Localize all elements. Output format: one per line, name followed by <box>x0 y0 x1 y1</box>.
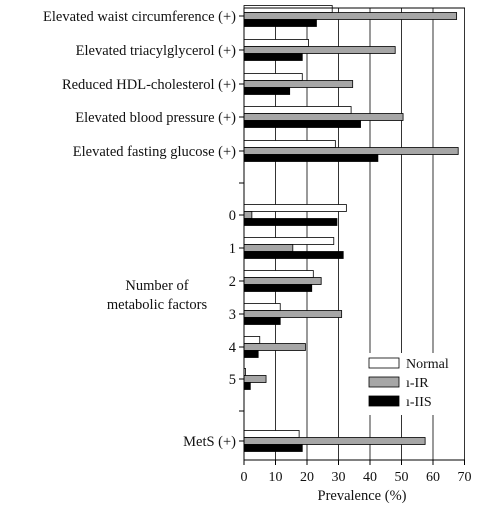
bar-11-ir <box>243 437 426 445</box>
category-label: Elevated blood pressure (+) <box>75 110 236 126</box>
category-label: 3 <box>229 307 236 323</box>
legend-swatch <box>368 395 400 407</box>
legend-label: ı-IR <box>406 376 429 391</box>
category-label: 0 <box>229 208 236 224</box>
category-label: Reduced HDL-cholesterol (+) <box>62 77 236 93</box>
bar-4-ir <box>243 147 459 155</box>
category-labels: Elevated waist circumference (+) Elevated… <box>43 9 244 450</box>
category-label: Elevated waist circumference (+) <box>43 9 236 25</box>
bar-4-iis <box>243 154 379 162</box>
bar-10-ir <box>243 375 267 383</box>
bar-0-normal <box>243 5 333 13</box>
bar-9-normal <box>243 336 261 344</box>
bar-7-normal <box>243 270 314 278</box>
bar-10-iis <box>243 382 251 390</box>
category-label: Elevated triacylglycerol (+) <box>76 43 237 59</box>
x-tick-label: 0 <box>241 470 248 485</box>
category-label: 5 <box>229 372 236 388</box>
x-tick-label: 70 <box>458 470 472 485</box>
bar-6-iis <box>243 251 344 259</box>
category-label: Elevated fasting glucose (+) <box>73 144 236 160</box>
legend-label: Normal <box>406 357 449 372</box>
bar-3-ir <box>243 113 404 121</box>
bar-1-normal <box>243 39 309 47</box>
bar-3-normal <box>243 106 352 114</box>
bar-0-iis <box>243 19 317 27</box>
bar-11-iis <box>243 444 303 452</box>
group-label: Number of metabolic factors <box>107 278 208 313</box>
x-tick-label: 40 <box>363 470 377 485</box>
bar-2-iis <box>243 87 291 95</box>
bar-6-ir <box>243 244 294 252</box>
group-label-line: metabolic factors <box>107 297 208 313</box>
category-label: 4 <box>229 340 237 356</box>
x-tick-label: 30 <box>332 470 346 485</box>
bar-9-iis <box>243 350 259 358</box>
bar-11-normal <box>243 430 300 438</box>
bar-8-normal <box>243 303 281 311</box>
bar-2-normal <box>243 73 303 81</box>
category-label: 2 <box>229 274 236 290</box>
bar-5-normal <box>243 204 347 212</box>
bar-1-iis <box>243 53 303 61</box>
bar-6-normal <box>243 237 335 245</box>
legend-swatch <box>368 376 400 388</box>
x-axis-title: Prevalence (%) <box>318 488 407 504</box>
bar-4-normal <box>243 140 336 148</box>
bar-7-iis <box>243 284 313 292</box>
x-tick-label: 60 <box>426 470 440 485</box>
legend-swatch <box>368 357 400 369</box>
bar-5-iis <box>243 218 338 226</box>
bar-2-ir <box>243 80 354 88</box>
category-label: MetS (+) <box>183 434 236 450</box>
legend-label: ı-IIS <box>406 395 432 410</box>
group-label-line: Number of <box>125 278 188 294</box>
x-tick-label: 20 <box>300 470 314 485</box>
bar-7-ir <box>243 277 322 285</box>
x-tick-label: 10 <box>269 470 283 485</box>
legend: Normal ı-IR ı-IIS <box>364 353 464 415</box>
bar-8-ir <box>243 310 343 318</box>
bar-0-ir <box>243 12 458 20</box>
category-label: 1 <box>229 241 236 257</box>
bar-9-ir <box>243 343 306 351</box>
bar-1-ir <box>243 46 396 54</box>
x-tick-label: 50 <box>395 470 409 485</box>
bar-3-iis <box>243 120 361 128</box>
bar-8-iis <box>243 317 281 325</box>
axes <box>243 7 465 461</box>
x-tick-labels: 0 10 20 30 40 50 60 70 <box>241 460 472 485</box>
bar-5-ir <box>243 211 253 219</box>
